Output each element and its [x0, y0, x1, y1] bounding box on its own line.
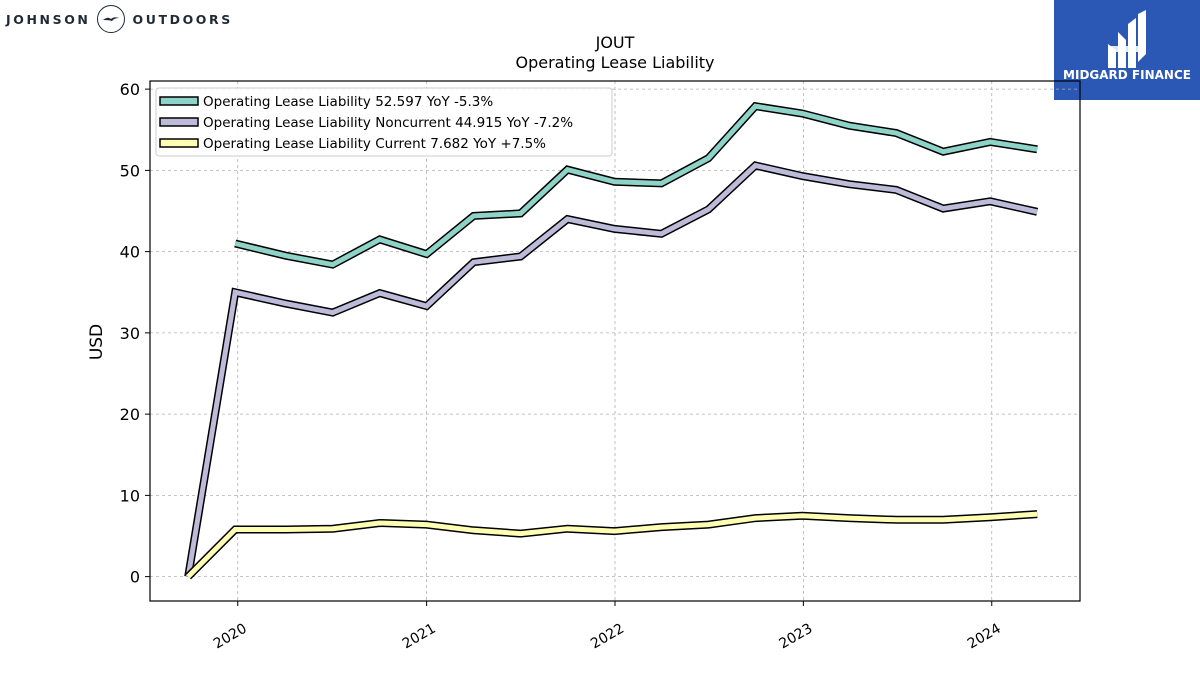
plot-area-frame [149, 80, 1081, 602]
y-axis-label: USD [87, 324, 107, 360]
johnson-outdoors-logo: JOHNSON OUTDOORS [6, 4, 233, 34]
logo-word-outdoors: OUTDOORS [132, 11, 233, 27]
y-tick-label: 40 [120, 243, 140, 262]
x-tick-label: 2020 [211, 621, 250, 653]
x-tick-label: 2023 [777, 621, 816, 653]
legend-swatch-0 [159, 96, 199, 106]
y-tick-label: 10 [120, 486, 140, 505]
x-tick-label: 2021 [400, 621, 439, 653]
legend-label-0: Operating Lease Liability 52.597 YoY -5.… [203, 94, 493, 110]
series-2-line [186, 511, 1038, 579]
series-1-line [185, 162, 1038, 578]
legend-swatch-2 [159, 138, 199, 148]
series-0-line [234, 103, 1038, 268]
y-tick-label: 0 [130, 568, 140, 587]
legend-box [155, 87, 613, 157]
logo-bird-icon [96, 5, 125, 33]
y-tick-label: 20 [120, 405, 140, 424]
legend-label-2: Operating Lease Liability Current 7.682 … [203, 136, 546, 152]
logo-word-johnson: JOHNSON [6, 11, 91, 27]
midgard-mark-icon [1108, 10, 1146, 68]
legend-swatch-1 [159, 117, 199, 127]
brand-name: MIDGARD FINANCE [1063, 68, 1191, 82]
y-tick-label: 30 [120, 324, 140, 343]
x-tick-label: 2024 [965, 621, 1004, 653]
midgard-finance-logo: MIDGARD FINANCE [1054, 0, 1200, 100]
series-2-outline [185, 510, 1038, 580]
chart-title: JOUT [595, 33, 635, 52]
x-tick-label: 2022 [588, 621, 627, 653]
y-tick-label: 50 [120, 161, 140, 180]
chart-subtitle: Operating Lease Liability [515, 53, 714, 72]
y-tick-label: 60 [120, 80, 140, 99]
legend-label-1: Operating Lease Liability Noncurrent 44.… [203, 115, 573, 131]
